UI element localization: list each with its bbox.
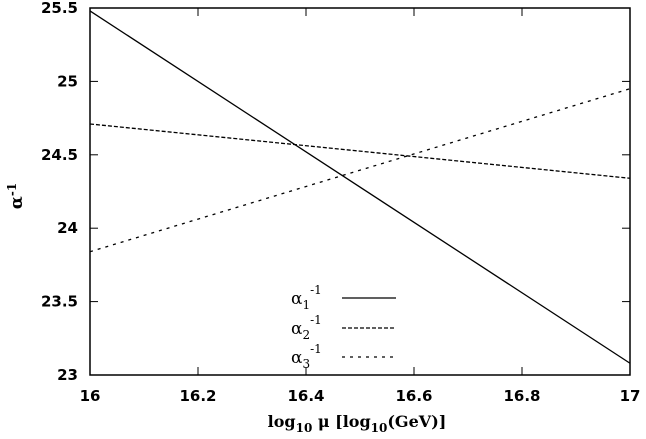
series-line-3 (89, 88, 631, 253)
plot-frame (89, 7, 631, 376)
y-tick-label: 23.5 (41, 293, 78, 311)
y-tick-label: 25.5 (41, 0, 78, 17)
legend-label-3: α3-1 (291, 342, 322, 371)
x-tick-label: 16.6 (395, 387, 432, 405)
x-tick-label: 16.2 (179, 387, 216, 405)
y-tick-label: 24 (57, 219, 78, 237)
legend-label-2: α2-1 (291, 313, 322, 342)
x-tick-label: 16 (80, 387, 101, 405)
y-tick-label: 24.5 (41, 146, 78, 164)
tick-labels: 16 16.2 16.4 16.6 16.8 17 23 23.5 24 24.5 25 25.5 (41, 0, 640, 405)
x-tick-label: 16.4 (287, 387, 324, 405)
series-lines (89, 10, 631, 364)
y-tick-label: 25 (57, 72, 78, 90)
series-line-1 (89, 10, 631, 364)
y-tick-label: 23 (57, 366, 78, 384)
legend: α1-1α2-1α3-1 (291, 283, 396, 371)
x-tick-label: 17 (620, 387, 641, 405)
x-axis-title: log10 μ [log10(GeV)] (268, 412, 447, 435)
series-line-2 (89, 123, 631, 179)
x-tick-label: 16.8 (503, 387, 540, 405)
legend-label-1: α1-1 (291, 283, 322, 312)
y-axis-title: α-1 (5, 183, 27, 209)
